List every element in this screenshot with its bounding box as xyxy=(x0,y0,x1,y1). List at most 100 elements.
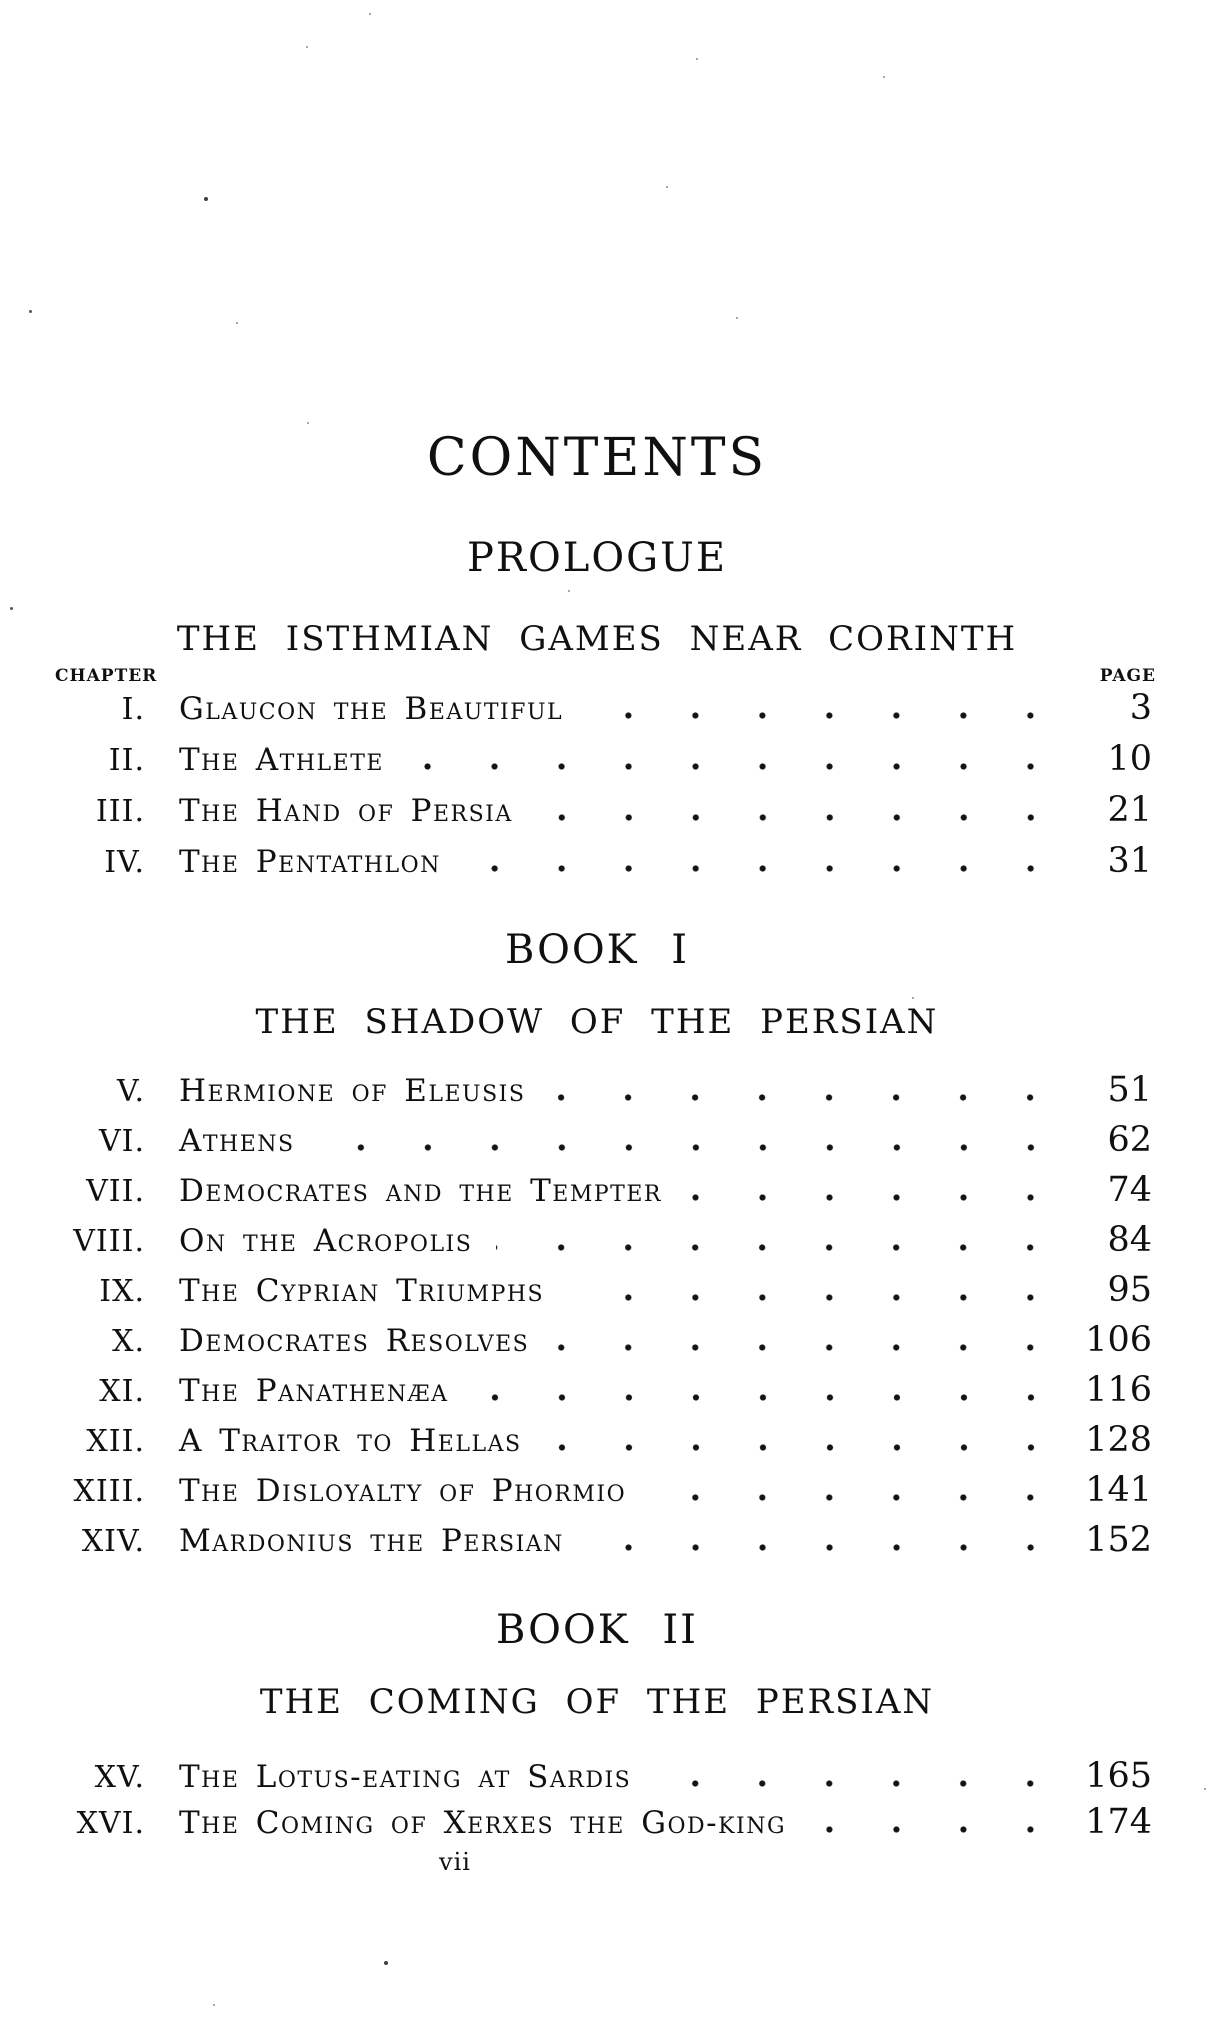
scan-speck xyxy=(912,997,914,999)
chapter-number: V. xyxy=(117,1074,145,1109)
dot-leader xyxy=(496,1244,1064,1251)
dot-leader xyxy=(553,1344,1064,1351)
toc-entry: VII. Democrates and the Tempter 74 xyxy=(0,1170,1218,1220)
chapter-number: XI. xyxy=(99,1374,145,1409)
chapter-title: Athens xyxy=(179,1123,295,1159)
chapter-title: The Athlete xyxy=(179,742,384,778)
toc-entry: VIII. On the Acropolis 84 xyxy=(0,1220,1218,1270)
scan-speck xyxy=(10,607,13,610)
page-number: 51 xyxy=(1107,1070,1152,1110)
chapter-title: The Disloyalty of Phormio xyxy=(179,1473,627,1509)
section-subheading-book2: THE COMING OF THE PERSIAN xyxy=(259,1682,935,1722)
chapter-number: XIV. xyxy=(81,1524,145,1559)
chapter-title: The Pentathlon xyxy=(179,844,441,880)
chapter-title: On the Acropolis xyxy=(179,1223,473,1259)
scan-speck xyxy=(666,186,668,188)
page-title: CONTENTS xyxy=(426,428,768,488)
dot-leader xyxy=(318,1144,1064,1151)
chapter-number: XV. xyxy=(94,1760,145,1795)
scan-speck xyxy=(384,1961,388,1965)
toc-entry: IX. The Cyprian Triumphs 95 xyxy=(0,1270,1218,1320)
page-number: 165 xyxy=(1085,1756,1152,1796)
toc-entry: XII. A Traitor to Hellas 128 xyxy=(0,1420,1218,1470)
chapter-title: A Traitor to Hellas xyxy=(179,1423,522,1459)
toc-entry: XI. The Panathenæa 116 xyxy=(0,1370,1218,1420)
chapter-number: X. xyxy=(112,1324,145,1359)
chapter-title: The Coming of Xerxes the God-king xyxy=(179,1805,787,1841)
dot-leader xyxy=(545,1444,1064,1451)
section-heading-book1: BOOK I xyxy=(504,927,690,973)
chapter-title: The Panathenæa xyxy=(179,1373,449,1409)
section-heading-book2: BOOK II xyxy=(496,1607,698,1653)
chapter-number: VII. xyxy=(86,1174,145,1209)
toc-entry: X. Democrates Resolves 106 xyxy=(0,1320,1218,1370)
toc-list-book1: V. Hermione of Eleusis 51 VI. Athens 62 … xyxy=(0,1070,1218,1570)
page-number: 141 xyxy=(1085,1470,1152,1510)
page-number: 116 xyxy=(1085,1370,1152,1410)
page-number: 174 xyxy=(1085,1802,1152,1842)
scan-speck xyxy=(736,317,738,319)
dot-leader xyxy=(650,1494,1064,1501)
scan-speck xyxy=(29,310,32,313)
chapter-number: VI. xyxy=(98,1124,145,1159)
toc-entry: XIV. Mardonius the Persian 152 xyxy=(0,1520,1218,1570)
page-number: 10 xyxy=(1107,739,1152,779)
dot-leader xyxy=(568,1294,1064,1301)
chapter-number: IV. xyxy=(104,845,145,880)
scan-speck xyxy=(1204,1788,1206,1790)
scan-speck xyxy=(307,422,309,424)
scan-speck xyxy=(883,76,885,78)
scan-speck xyxy=(369,13,371,15)
page-number: 3 xyxy=(1129,688,1152,728)
toc-entry: III. The Hand of Persia 21 xyxy=(0,790,1218,841)
scan-speck xyxy=(213,2004,215,2006)
toc-entry: XV. The Lotus-eating at Sardis 165 xyxy=(0,1756,1218,1802)
dot-leader xyxy=(536,814,1064,821)
chapter-number: XII. xyxy=(86,1424,145,1459)
scan-speck xyxy=(568,590,570,592)
dot-leader xyxy=(464,865,1064,872)
toc-entry: II. The Athlete 10 xyxy=(0,739,1218,790)
chapter-number: XIII. xyxy=(73,1474,145,1509)
section-subheading-book1: THE SHADOW OF THE PERSIAN xyxy=(255,1002,939,1042)
chapter-title: Democrates Resolves xyxy=(179,1323,530,1359)
chapter-number: VIII. xyxy=(73,1224,145,1259)
toc-list-prologue: I. Glaucon the Beautiful 3 II. The Athle… xyxy=(0,688,1218,892)
chapter-column-label: CHAPTER xyxy=(55,666,158,686)
dot-leader xyxy=(472,1394,1064,1401)
page-folio: vii xyxy=(439,1848,471,1876)
toc-entry: IV. The Pentathlon 31 xyxy=(0,841,1218,892)
chapter-title: Mardonius the Persian xyxy=(179,1523,564,1559)
chapter-title: Glaucon the Beautiful xyxy=(179,691,564,727)
dot-leader xyxy=(685,1194,1064,1201)
toc-list-book2: XV. The Lotus-eating at Sardis 165 XVI. … xyxy=(0,1756,1218,1848)
page-number: 84 xyxy=(1107,1220,1152,1260)
scan-speck xyxy=(306,46,308,48)
section-subheading-prologue: THE ISTHMIAN GAMES NEAR CORINTH xyxy=(176,619,1018,659)
toc-entry: VI. Athens 62 xyxy=(0,1120,1218,1170)
page-number: 62 xyxy=(1107,1120,1152,1160)
toc-entry: I. Glaucon the Beautiful 3 xyxy=(0,688,1218,739)
dot-leader xyxy=(587,712,1064,719)
dot-leader xyxy=(549,1094,1064,1101)
page-number: 106 xyxy=(1085,1320,1152,1360)
dot-leader xyxy=(810,1826,1064,1833)
chapter-title: The Hand of Persia xyxy=(179,793,513,829)
page-number: 95 xyxy=(1107,1270,1152,1310)
dot-leader xyxy=(407,763,1064,770)
column-labels: CHAPTER PAGE xyxy=(0,666,1218,686)
dot-leader xyxy=(587,1544,1064,1551)
toc-entry: V. Hermione of Eleusis 51 xyxy=(0,1070,1218,1120)
page-number: 128 xyxy=(1085,1420,1152,1460)
toc-entry: XIII. The Disloyalty of Phormio 141 xyxy=(0,1470,1218,1520)
chapter-number: I. xyxy=(121,692,145,727)
toc-entry: XVI. The Coming of Xerxes the God-king 1… xyxy=(0,1802,1218,1848)
chapter-number: IX. xyxy=(99,1274,145,1309)
chapter-title: The Lotus-eating at Sardis xyxy=(179,1759,632,1795)
chapter-title: Democrates and the Tempter xyxy=(179,1173,662,1209)
chapter-number: XVI. xyxy=(76,1806,145,1841)
chapter-number: III. xyxy=(95,794,145,829)
dot-leader xyxy=(655,1780,1064,1787)
scan-speck xyxy=(696,58,698,60)
